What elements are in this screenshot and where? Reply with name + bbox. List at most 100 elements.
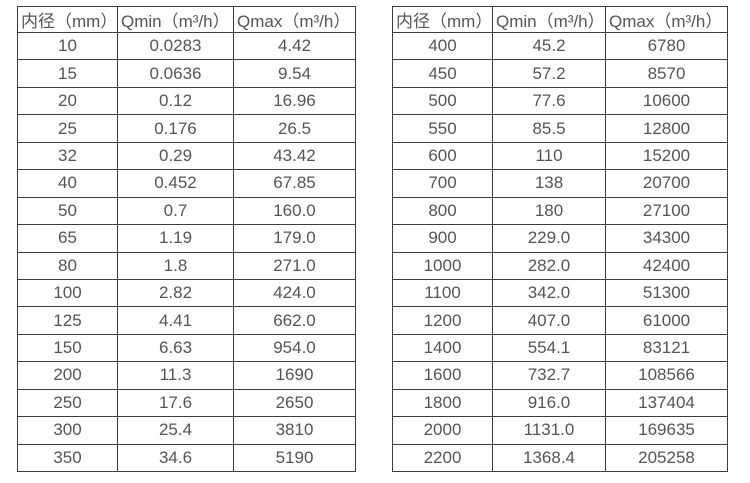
cell: 800 — [392, 196, 493, 226]
table-row: 550 85.5 12800 — [392, 114, 728, 143]
cell: 554.1 — [492, 333, 606, 363]
cell: 12800 — [605, 114, 728, 143]
table-row: 1000 282.0 42400 — [392, 251, 728, 280]
cell: 229.0 — [492, 224, 606, 253]
table-row: 50 0.7 160.0 — [17, 196, 356, 226]
left-table-container: 内径（mm） Qmin（m³/h） Qmax（m³/h） 10 0.0283 4.42 15… — [17, 6, 356, 473]
header-row: 内径（mm） Qmin（m³/h） Qmax（m³/h） — [392, 6, 728, 33]
cell: 43.42 — [233, 141, 356, 171]
cell: 16.96 — [233, 86, 356, 116]
cell: 500 — [392, 86, 493, 116]
cell: 400 — [392, 31, 493, 61]
cell: 1131.0 — [492, 416, 606, 445]
table-row: 900 229.0 34300 — [392, 224, 728, 253]
cell: 17.6 — [117, 388, 234, 418]
cell: 271.0 — [233, 251, 356, 280]
cell: 2650 — [233, 388, 356, 418]
table-row: 15 0.0636 9.54 — [17, 59, 356, 88]
table-row: 80 1.8 271.0 — [17, 251, 356, 280]
table-row: 32 0.29 43.42 — [17, 141, 356, 171]
cell: 15200 — [605, 141, 728, 171]
column-header: 内径（mm） — [392, 6, 493, 33]
cell: 20700 — [605, 169, 728, 198]
cell: 0.29 — [117, 141, 234, 171]
column-header: Qmax（m³/h） — [605, 6, 728, 33]
table-row: 300 25.4 3810 — [17, 416, 356, 445]
cell: 50 — [17, 196, 118, 226]
table-row: 700 138 20700 — [392, 169, 728, 198]
cell: 83121 — [605, 333, 728, 363]
cell: 27100 — [605, 196, 728, 226]
cell: 600 — [392, 141, 493, 171]
header-row: 内径（mm） Qmin（m³/h） Qmax（m³/h） — [17, 6, 356, 33]
cell: 85.5 — [492, 114, 606, 143]
cell: 45.2 — [492, 31, 606, 61]
table-row: 1800 916.0 137404 — [392, 388, 728, 418]
cell: 916.0 — [492, 388, 606, 418]
cell: 100 — [17, 278, 118, 308]
cell: 138 — [492, 169, 606, 198]
cell: 1200 — [392, 306, 493, 335]
table-row: 500 77.6 10600 — [392, 86, 728, 116]
cell: 200 — [17, 361, 118, 390]
table-row: 65 1.19 179.0 — [17, 224, 356, 253]
cell: 350 — [17, 443, 118, 473]
table-row: 400 45.2 6780 — [392, 31, 728, 61]
cell: 2000 — [392, 416, 493, 445]
cell: 450 — [392, 59, 493, 88]
cell: 34300 — [605, 224, 728, 253]
cell: 1368.4 — [492, 443, 606, 473]
cell: 65 — [17, 224, 118, 253]
cell: 0.0636 — [117, 59, 234, 88]
cell: 3810 — [233, 416, 356, 445]
cell: 0.452 — [117, 169, 234, 198]
cell: 407.0 — [492, 306, 606, 335]
cell: 2200 — [392, 443, 493, 473]
table-row: 40 0.452 67.85 — [17, 169, 356, 198]
diameter-flow-table-left: 内径（mm） Qmin（m³/h） Qmax（m³/h） 10 0.0283 4.42 15… — [17, 6, 356, 473]
cell: 700 — [392, 169, 493, 198]
cell: 125 — [17, 306, 118, 335]
cell: 108566 — [605, 361, 728, 390]
column-header: 内径（mm） — [17, 6, 118, 33]
diameter-flow-table-right: 内径（mm） Qmin（m³/h） Qmax（m³/h） 400 45.2 6780 450… — [392, 6, 728, 473]
cell: 550 — [392, 114, 493, 143]
cell: 4.42 — [233, 31, 356, 61]
table-row: 25 0.176 26.5 — [17, 114, 356, 143]
cell: 67.85 — [233, 169, 356, 198]
cell: 250 — [17, 388, 118, 418]
column-header: Qmax（m³/h） — [233, 6, 356, 33]
table-row: 1100 342.0 51300 — [392, 278, 728, 308]
cell: 6780 — [605, 31, 728, 61]
table-row: 1400 554.1 83121 — [392, 333, 728, 363]
cell: 9.54 — [233, 59, 356, 88]
cell: 15 — [17, 59, 118, 88]
cell: 1100 — [392, 278, 493, 308]
cell: 205258 — [605, 443, 728, 473]
table-row: 10 0.0283 4.42 — [17, 31, 356, 61]
cell: 282.0 — [492, 251, 606, 280]
cell: 179.0 — [233, 224, 356, 253]
table-row: 200 11.3 1690 — [17, 361, 356, 390]
cell: 0.0283 — [117, 31, 234, 61]
cell: 80 — [17, 251, 118, 280]
table-row: 600 110 15200 — [392, 141, 728, 171]
cell: 26.5 — [233, 114, 356, 143]
cell: 1.8 — [117, 251, 234, 280]
cell: 160.0 — [233, 196, 356, 226]
cell: 0.7 — [117, 196, 234, 226]
cell: 20 — [17, 86, 118, 116]
cell: 4.41 — [117, 306, 234, 335]
cell: 169635 — [605, 416, 728, 445]
cell: 11.3 — [117, 361, 234, 390]
cell: 10600 — [605, 86, 728, 116]
cell: 8570 — [605, 59, 728, 88]
table-row: 350 34.6 5190 — [17, 443, 356, 473]
cell: 1400 — [392, 333, 493, 363]
table-row: 450 57.2 8570 — [392, 59, 728, 88]
cell: 342.0 — [492, 278, 606, 308]
cell: 900 — [392, 224, 493, 253]
cell: 662.0 — [233, 306, 356, 335]
cell: 1690 — [233, 361, 356, 390]
